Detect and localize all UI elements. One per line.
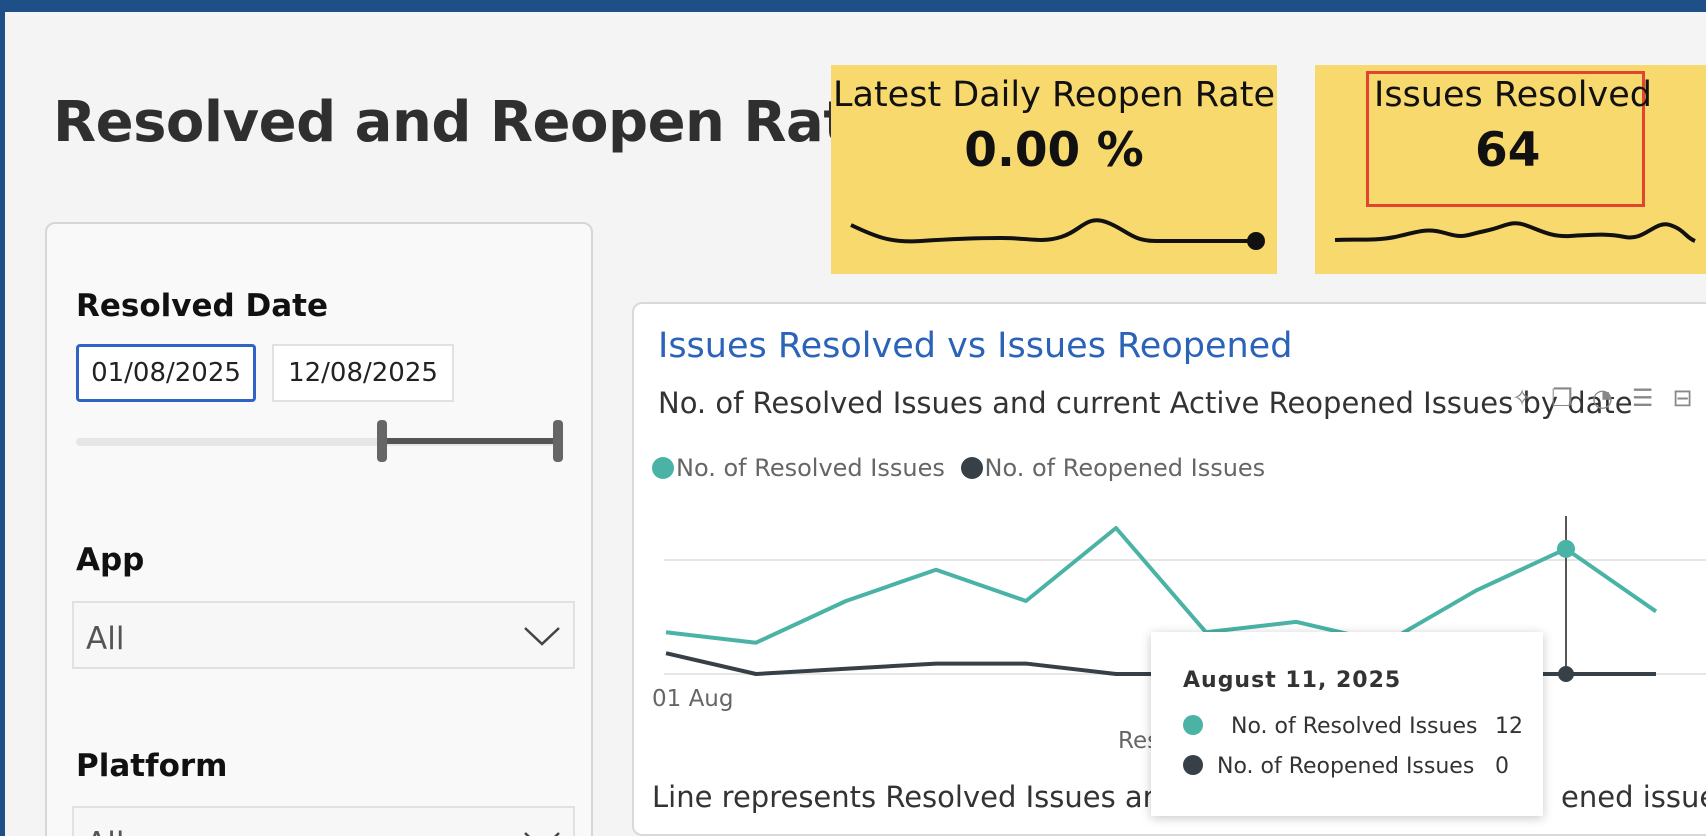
- kpi-issues-resolved-sparkline: [1334, 221, 1696, 243]
- chart-tooltip: August 11, 2025 No. of Resolved Issues 1…: [1151, 632, 1543, 816]
- pin-icon[interactable]: ✧: [1512, 384, 1533, 412]
- legend-label-resolved: No. of Resolved Issues: [676, 454, 945, 482]
- chart-legend: No. of Resolved Issues No. of Reopened I…: [652, 454, 1273, 482]
- tooltip-date: August 11, 2025: [1183, 668, 1402, 693]
- kpi-issues-resolved-card[interactable]: Issues Resolved 64: [1315, 65, 1706, 274]
- tooltip-label-resolved: No. of Resolved Issues: [1231, 714, 1478, 739]
- sparkline-end-dot: [1247, 232, 1265, 250]
- copy-icon[interactable]: ❐: [1551, 384, 1573, 412]
- kpi-reopen-rate-title: Latest Daily Reopen Rate: [833, 75, 1275, 115]
- date-slider-start-handle[interactable]: [377, 420, 387, 462]
- chevron-down-icon: [524, 832, 560, 836]
- tooltip-dot-resolved: [1183, 715, 1203, 735]
- app-filter-label: App: [76, 542, 145, 578]
- legend-dot-reopened: [960, 457, 983, 479]
- alert-icon[interactable]: ◔: [1591, 384, 1613, 412]
- chart-subtitle: No. of Resolved Issues and current Activ…: [658, 386, 1633, 420]
- tooltip-label-reopened: No. of Reopened Issues: [1217, 754, 1475, 779]
- kpi-issues-resolved-value: 64: [1475, 123, 1541, 178]
- chart-footer-note: Line represents Resolved Issues an ened i…: [652, 780, 1706, 814]
- tooltip-value-resolved: 12: [1495, 714, 1523, 739]
- tooltip-row-resolved: No. of Resolved Issues 12: [1183, 714, 1523, 739]
- app-dropdown[interactable]: All: [72, 601, 575, 669]
- kpi-reopen-rate-sparkline: [850, 218, 1265, 250]
- chevron-down-icon: [524, 627, 560, 646]
- legend-item-resolved[interactable]: No. of Resolved Issues: [652, 454, 945, 482]
- date-slider-range: [382, 438, 560, 444]
- tooltip-dot-reopened: [1183, 755, 1203, 775]
- kpi-reopen-rate-value: 0.00 %: [964, 123, 1144, 178]
- tooltip-row-reopened: No. of Reopened Issues 0: [1183, 754, 1523, 779]
- filter-panel: Resolved Date 01/08/2025 12/08/2025 App …: [45, 222, 593, 836]
- date-slider-end-handle[interactable]: [553, 420, 563, 462]
- platform-dropdown[interactable]: All: [72, 806, 575, 836]
- legend-dot-resolved: [652, 457, 674, 479]
- platform-dropdown-value: All: [86, 826, 124, 836]
- hover-point-resolved[interactable]: [1557, 539, 1575, 558]
- selection-highlight-box: [1366, 71, 1645, 207]
- kpi-issues-resolved-title: Issues Resolved: [1374, 75, 1652, 115]
- chart-title: Issues Resolved vs Issues Reopened: [658, 326, 1293, 366]
- platform-filter-label: Platform: [76, 748, 228, 784]
- start-date-input[interactable]: 01/08/2025: [76, 344, 256, 402]
- filter-icon[interactable]: ☰: [1631, 384, 1654, 412]
- legend-label-reopened: No. of Reopened Issues: [984, 454, 1266, 482]
- date-slider-track[interactable]: [76, 438, 560, 446]
- legend-item-reopened[interactable]: No. of Reopened Issues: [960, 454, 1266, 482]
- app-dropdown-value: All: [86, 621, 125, 657]
- visual-header-toolbar: ✧ ❐ ◔ ☰ ⊟: [1512, 384, 1706, 412]
- tooltip-value-reopened: 0: [1495, 754, 1509, 779]
- hover-point-reopened[interactable]: [1558, 666, 1574, 682]
- page-title: Resolved and Reopen Rates: [53, 90, 920, 155]
- footer-text-right: ened issues: [1561, 780, 1706, 814]
- kpi-reopen-rate-card[interactable]: Latest Daily Reopen Rate 0.00 %: [831, 65, 1277, 274]
- series-line-resolved[interactable]: [665, 526, 1658, 645]
- footer-text-left: Line represents Resolved Issues an: [652, 780, 1162, 814]
- focus-mode-icon[interactable]: ⊟: [1672, 384, 1693, 412]
- resolved-date-label: Resolved Date: [76, 288, 328, 324]
- end-date-input[interactable]: 12/08/2025: [272, 344, 454, 402]
- x-tick-label: 01 Aug: [652, 686, 734, 712]
